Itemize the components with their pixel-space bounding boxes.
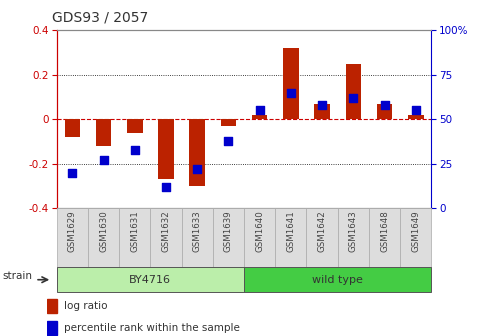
Bar [150, 208, 181, 267]
Bar [181, 208, 213, 267]
Bar [127, 119, 142, 133]
Bar [221, 119, 236, 126]
Text: BY4716: BY4716 [129, 275, 172, 285]
Bar [189, 119, 205, 186]
Point [224, 138, 232, 143]
Point [162, 184, 170, 190]
Text: GSM1631: GSM1631 [130, 210, 139, 252]
Text: GSM1649: GSM1649 [411, 210, 420, 252]
Bar [346, 64, 361, 119]
Bar [275, 208, 307, 267]
Point [100, 158, 107, 163]
Text: GSM1629: GSM1629 [68, 210, 77, 252]
Point [412, 108, 420, 113]
Point [131, 147, 139, 152]
Text: GSM1639: GSM1639 [224, 210, 233, 252]
Bar [119, 208, 150, 267]
Point [256, 108, 264, 113]
Text: strain: strain [2, 271, 33, 281]
Bar [213, 208, 244, 267]
Bar [47, 321, 57, 335]
Bar [88, 208, 119, 267]
Text: GSM1642: GSM1642 [317, 210, 326, 252]
Bar [283, 48, 299, 119]
Bar [65, 119, 80, 137]
Bar [47, 299, 57, 313]
Point [381, 102, 388, 108]
Bar [244, 267, 431, 292]
Bar [400, 208, 431, 267]
Text: wild type: wild type [312, 275, 363, 285]
Bar [57, 208, 88, 267]
Bar [315, 104, 330, 119]
Text: GSM1630: GSM1630 [99, 210, 108, 252]
Point [193, 166, 201, 172]
Text: GSM1643: GSM1643 [349, 210, 358, 252]
Text: percentile rank within the sample: percentile rank within the sample [64, 323, 240, 333]
Text: GSM1648: GSM1648 [380, 210, 389, 252]
Bar [252, 115, 267, 119]
Point [69, 170, 76, 175]
Bar [338, 208, 369, 267]
Point [350, 95, 357, 100]
Text: GSM1633: GSM1633 [193, 210, 202, 252]
Bar [408, 115, 423, 119]
Bar [377, 104, 392, 119]
Text: GSM1641: GSM1641 [286, 210, 295, 252]
Point [287, 90, 295, 95]
Text: log ratio: log ratio [64, 301, 107, 311]
Bar [57, 267, 244, 292]
Text: GSM1632: GSM1632 [162, 210, 171, 252]
Bar [307, 208, 338, 267]
Bar [369, 208, 400, 267]
Bar [158, 119, 174, 179]
Point [318, 102, 326, 108]
Bar [244, 208, 275, 267]
Text: GSM1640: GSM1640 [255, 210, 264, 252]
Bar [96, 119, 111, 146]
Text: GDS93 / 2057: GDS93 / 2057 [52, 10, 148, 24]
